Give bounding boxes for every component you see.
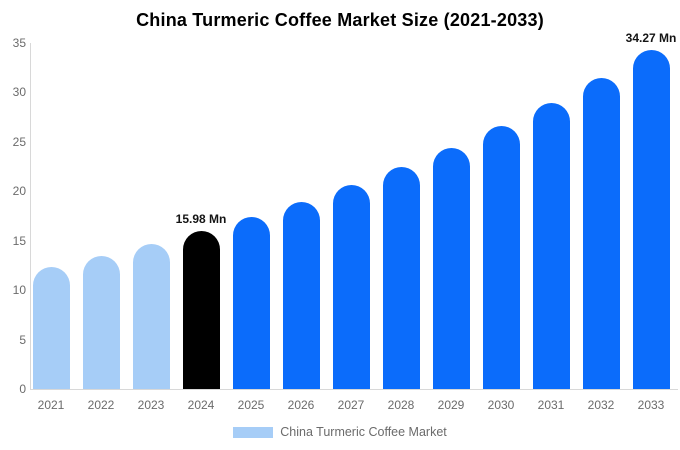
x-label-2022: 2022 <box>87 398 115 412</box>
bar-2028[interactable] <box>382 167 420 389</box>
bar-2033[interactable] <box>632 50 670 389</box>
legend-label: China Turmeric Coffee Market <box>280 425 447 439</box>
bar-2031[interactable] <box>532 103 570 389</box>
chart-title: China Turmeric Coffee Market Size (2021-… <box>136 10 544 30</box>
y-tick-0: 0 <box>19 382 26 396</box>
y-tick-30: 30 <box>12 85 26 100</box>
bar-2021[interactable] <box>32 266 70 389</box>
bar-2030[interactable] <box>482 126 520 389</box>
x-label-2021: 2021 <box>37 398 65 412</box>
x-label-2025: 2025 <box>237 398 265 412</box>
y-tick-15: 15 <box>12 233 26 248</box>
bar-2026[interactable] <box>282 201 320 389</box>
y-axis-line <box>30 43 31 390</box>
x-label-2023: 2023 <box>137 398 165 412</box>
bar-2027[interactable] <box>332 185 370 389</box>
value-label-2024: 15.98 Mn <box>175 212 227 227</box>
y-tick-25: 25 <box>12 134 26 149</box>
x-axis-line <box>30 389 678 390</box>
x-label-2024: 2024 <box>187 398 215 412</box>
value-label-2033: 34.27 Mn <box>625 31 677 46</box>
bar-2023[interactable] <box>132 243 170 389</box>
bar-2022[interactable] <box>82 255 120 389</box>
x-label-2033: 2033 <box>637 398 665 412</box>
bar-2024[interactable] <box>182 231 220 389</box>
legend-swatch <box>233 426 274 438</box>
legend-item[interactable]: China Turmeric Coffee Market <box>0 425 680 439</box>
x-label-2030: 2030 <box>487 398 515 412</box>
bar-2025[interactable] <box>232 217 270 389</box>
y-tick-35: 35 <box>12 36 26 50</box>
bar-2029[interactable] <box>432 147 470 389</box>
x-label-2029: 2029 <box>437 398 465 412</box>
x-label-2028: 2028 <box>387 398 415 412</box>
y-tick-20: 20 <box>12 184 26 199</box>
x-label-2026: 2026 <box>287 398 315 412</box>
x-label-2031: 2031 <box>537 398 565 412</box>
x-label-2032: 2032 <box>587 398 615 412</box>
bar-2032[interactable] <box>582 77 620 389</box>
x-label-2027: 2027 <box>337 398 365 412</box>
y-tick-10: 10 <box>12 283 26 298</box>
y-tick-5: 5 <box>19 332 26 347</box>
